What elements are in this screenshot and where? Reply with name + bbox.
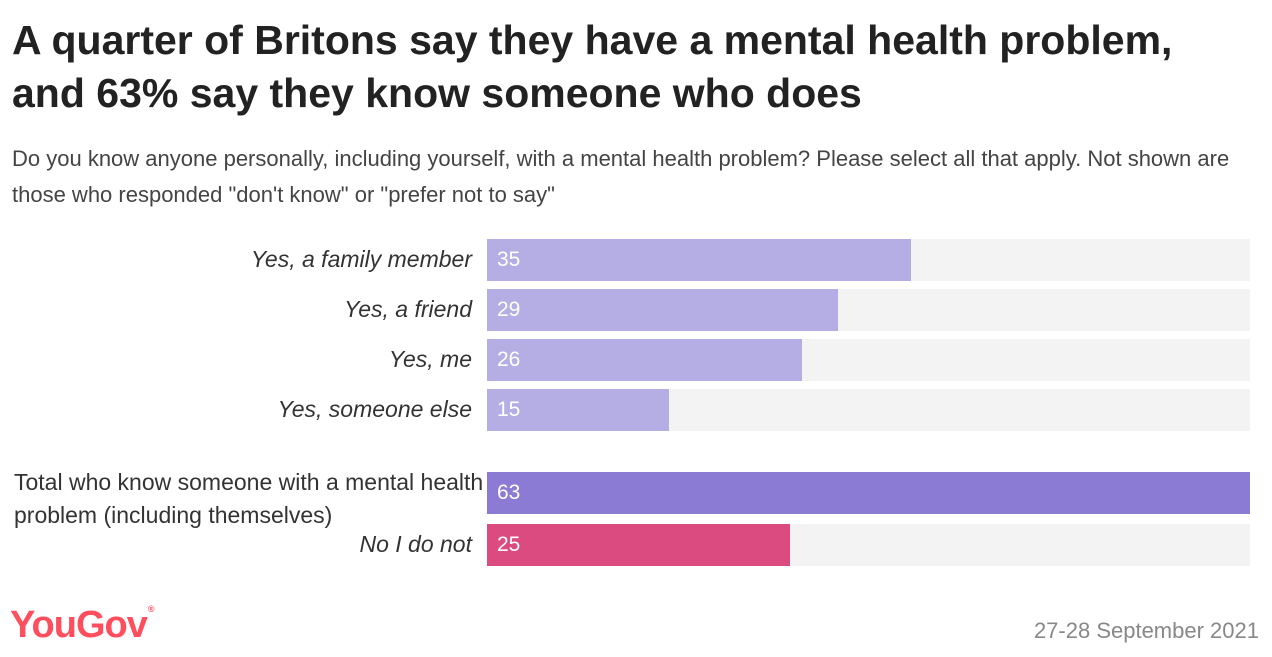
category-label: Yes, me xyxy=(388,346,472,372)
bar: 15 xyxy=(487,389,669,431)
bar-track: 35 xyxy=(487,239,1250,281)
chart-subtitle: Do you know anyone personally, including… xyxy=(12,146,1230,207)
bar: 26 xyxy=(487,339,802,381)
bar-track: 25 xyxy=(487,524,1250,566)
data-label: 15 xyxy=(497,398,521,421)
yougov-logo: YouGov® xyxy=(10,604,154,647)
data-label: 25 xyxy=(497,533,521,556)
brand-name: YouGov xyxy=(10,604,148,646)
category-label: No I do not xyxy=(359,531,472,557)
bar: 29 xyxy=(487,289,839,331)
data-label: 63 xyxy=(497,481,521,504)
category-label: Total who know someone with a mental hea… xyxy=(14,469,484,528)
bar: 63 xyxy=(487,472,1250,514)
category-label: Yes, a family member xyxy=(250,246,472,272)
data-label: 29 xyxy=(497,298,521,321)
data-label: 35 xyxy=(497,248,521,271)
bar: 35 xyxy=(487,239,911,281)
bar-track: 15 xyxy=(487,389,1250,431)
category-label: Yes, a friend xyxy=(344,296,472,322)
registered-mark: ® xyxy=(147,604,155,614)
survey-date: 27-28 September 2021 xyxy=(1033,618,1259,643)
data-label: 26 xyxy=(497,348,521,371)
bar: 25 xyxy=(487,524,790,566)
bar-track: 26 xyxy=(487,339,1250,381)
bar-track: 63 xyxy=(487,472,1250,514)
chart-title: A quarter of Britons say they have a men… xyxy=(12,17,1173,116)
bar-track: 29 xyxy=(487,289,1250,331)
category-label: Yes, someone else xyxy=(277,396,472,422)
